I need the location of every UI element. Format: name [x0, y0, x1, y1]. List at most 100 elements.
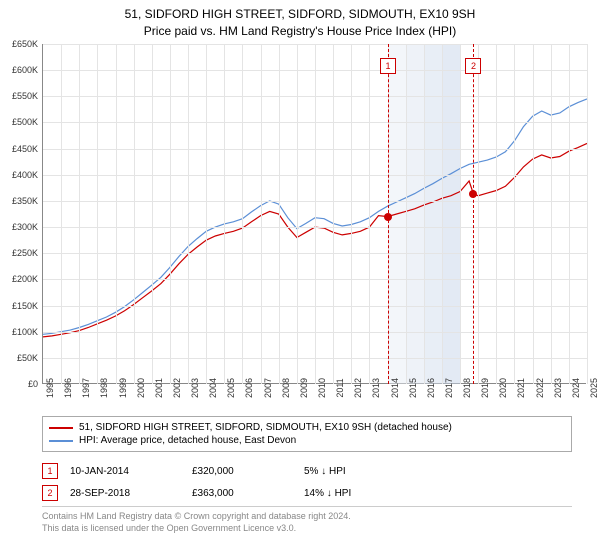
y-tick-label: £500K	[0, 117, 38, 127]
legend-swatch	[49, 427, 73, 429]
title-line-1: 51, SIDFORD HIGH STREET, SIDFORD, SIDMOU…	[0, 6, 600, 23]
x-gridline	[261, 44, 262, 384]
legend-row: 51, SIDFORD HIGH STREET, SIDFORD, SIDMOU…	[49, 421, 565, 434]
x-tick-label: 1995	[45, 378, 55, 398]
y-tick-label: £350K	[0, 196, 38, 206]
x-gridline	[551, 44, 552, 384]
x-tick-label: 2002	[172, 378, 182, 398]
transaction-date: 10-JAN-2014	[70, 466, 180, 477]
y-tick-label: £50K	[0, 353, 38, 363]
transaction-row: 1 10-JAN-2014 £320,000 5% ↓ HPI	[42, 460, 572, 482]
x-tick-label: 2009	[299, 378, 309, 398]
transaction-date: 28-SEP-2018	[70, 488, 180, 499]
x-tick-label: 2020	[498, 378, 508, 398]
x-tick-label: 2019	[480, 378, 490, 398]
x-gridline	[97, 44, 98, 384]
transaction-pct-vs-hpi: 5% ↓ HPI	[304, 466, 424, 477]
chart-container: 51, SIDFORD HIGH STREET, SIDFORD, SIDMOU…	[0, 0, 600, 560]
footer-attribution: Contains HM Land Registry data © Crown c…	[42, 506, 572, 534]
footer-line-2: This data is licensed under the Open Gov…	[42, 523, 572, 535]
x-gridline	[533, 44, 534, 384]
transaction-price: £320,000	[192, 466, 292, 477]
legend-label: HPI: Average price, detached house, East…	[79, 435, 296, 446]
x-tick-label: 2010	[317, 378, 327, 398]
x-gridline	[369, 44, 370, 384]
x-tick-label: 2014	[390, 378, 400, 398]
y-tick-label: £650K	[0, 39, 38, 49]
x-gridline	[242, 44, 243, 384]
x-tick-label: 1998	[99, 378, 109, 398]
x-gridline	[478, 44, 479, 384]
legend-box: 51, SIDFORD HIGH STREET, SIDFORD, SIDMOU…	[42, 416, 572, 452]
y-tick-label: £250K	[0, 248, 38, 258]
x-tick-label: 1997	[81, 378, 91, 398]
sale-marker-box: 2	[465, 58, 481, 74]
x-tick-label: 2005	[226, 378, 236, 398]
x-tick-label: 2022	[535, 378, 545, 398]
transaction-row: 228-SEP-2018£363,00014% ↓ HPI	[42, 482, 572, 504]
x-gridline	[116, 44, 117, 384]
chart-title: 51, SIDFORD HIGH STREET, SIDFORD, SIDMOU…	[0, 0, 600, 40]
x-gridline	[134, 44, 135, 384]
x-gridline	[351, 44, 352, 384]
x-gridline	[460, 44, 461, 384]
chart-area: 12 £0£50K£100K£150K£200K£250K£300K£350K£…	[42, 44, 586, 384]
legend-swatch	[49, 440, 73, 442]
transaction-id-box: 2	[42, 485, 58, 501]
y-tick-label: £0	[0, 379, 38, 389]
x-tick-label: 2008	[281, 378, 291, 398]
x-tick-label: 2018	[462, 378, 472, 398]
x-gridline	[514, 44, 515, 384]
legend-row: HPI: Average price, detached house, East…	[49, 434, 565, 447]
x-tick-label: 2024	[571, 378, 581, 398]
x-tick-label: 2021	[516, 378, 526, 398]
x-gridline	[569, 44, 570, 384]
x-tick-label: 2015	[408, 378, 418, 398]
x-tick-label: 2011	[335, 378, 345, 397]
x-tick-label: 2006	[244, 378, 254, 398]
transaction-pct-vs-hpi: 14% ↓ HPI	[304, 488, 424, 499]
y-tick-label: £550K	[0, 91, 38, 101]
y-tick-label: £300K	[0, 222, 38, 232]
x-tick-label: 1999	[118, 378, 128, 398]
x-tick-label: 2016	[426, 378, 436, 398]
transaction-id-box: 1	[42, 463, 58, 479]
x-gridline	[152, 44, 153, 384]
x-gridline	[496, 44, 497, 384]
plot-region: 12	[42, 44, 586, 384]
sale-dot	[469, 190, 477, 198]
y-tick-label: £100K	[0, 327, 38, 337]
x-tick-label: 2025	[589, 378, 599, 398]
x-gridline	[406, 44, 407, 384]
sale-dot	[384, 213, 392, 221]
x-gridline	[315, 44, 316, 384]
y-tick-label: £450K	[0, 144, 38, 154]
y-tick-label: £150K	[0, 301, 38, 311]
x-tick-label: 2000	[136, 378, 146, 398]
x-gridline	[206, 44, 207, 384]
x-tick-label: 2007	[263, 378, 273, 398]
x-gridline	[587, 44, 588, 384]
x-gridline	[424, 44, 425, 384]
x-gridline	[279, 44, 280, 384]
x-gridline	[79, 44, 80, 384]
y-tick-label: £600K	[0, 65, 38, 75]
x-tick-label: 2003	[190, 378, 200, 398]
x-tick-label: 2017	[444, 378, 454, 398]
x-gridline	[188, 44, 189, 384]
footer-line-1: Contains HM Land Registry data © Crown c…	[42, 511, 572, 523]
x-gridline	[224, 44, 225, 384]
transactions-table: 1 10-JAN-2014 £320,000 5% ↓ HPI 2 28-SEP-2018…	[42, 460, 572, 504]
x-gridline	[333, 44, 334, 384]
sale-marker-box: 1	[380, 58, 396, 74]
x-gridline	[61, 44, 62, 384]
sale-marker-line	[473, 44, 474, 384]
x-tick-label: 2013	[371, 378, 381, 398]
x-tick-label: 2004	[208, 378, 218, 398]
y-tick-label: £400K	[0, 170, 38, 180]
x-tick-label: 2023	[553, 378, 563, 398]
y-tick-label: £200K	[0, 274, 38, 284]
title-line-2: Price paid vs. HM Land Registry's House …	[0, 23, 600, 40]
x-gridline	[297, 44, 298, 384]
x-gridline	[442, 44, 443, 384]
